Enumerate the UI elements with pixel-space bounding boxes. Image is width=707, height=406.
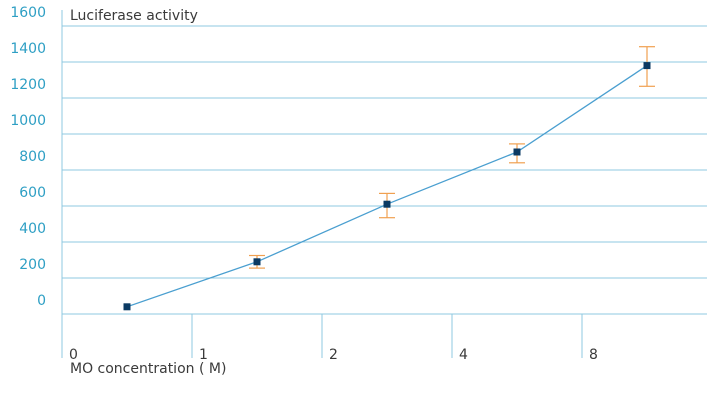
chart-title: Luciferase activity bbox=[70, 8, 198, 24]
y-tick-label: 1200 bbox=[10, 77, 46, 93]
x-tick-label: 8 bbox=[589, 347, 598, 363]
x-tick-labels: 0 1 2 4 8 bbox=[69, 347, 598, 363]
data-points bbox=[123, 62, 651, 311]
grid-lines bbox=[62, 25, 707, 315]
series-line bbox=[126, 65, 648, 308]
x-tick-label: 0 bbox=[69, 347, 78, 363]
x-axis-label: MO concentration ( M) bbox=[70, 361, 226, 377]
error-bars bbox=[249, 46, 655, 269]
y-tick-label: 400 bbox=[19, 221, 46, 237]
data-point bbox=[123, 303, 131, 311]
y-tick-label: 1400 bbox=[10, 41, 46, 57]
y-tick-label: 200 bbox=[19, 257, 46, 273]
y-tick-label: 1000 bbox=[10, 113, 46, 129]
x-tick-label: 4 bbox=[459, 347, 468, 363]
data-point bbox=[253, 258, 261, 266]
y-tick-label: 0 bbox=[37, 293, 46, 309]
y-tick-label: 800 bbox=[19, 149, 46, 165]
data-point bbox=[513, 148, 521, 156]
data-point bbox=[383, 200, 391, 208]
x-tick-label: 2 bbox=[329, 347, 338, 363]
x-tick-label: 1 bbox=[199, 347, 208, 363]
y-tick-label: 600 bbox=[19, 185, 46, 201]
y-tick-label: 1600 bbox=[10, 5, 46, 21]
x-category-dividers bbox=[191, 314, 583, 358]
data-point bbox=[643, 62, 651, 70]
y-tick-labels: 0 200 400 600 800 1000 1200 1400 1600 bbox=[10, 5, 46, 309]
